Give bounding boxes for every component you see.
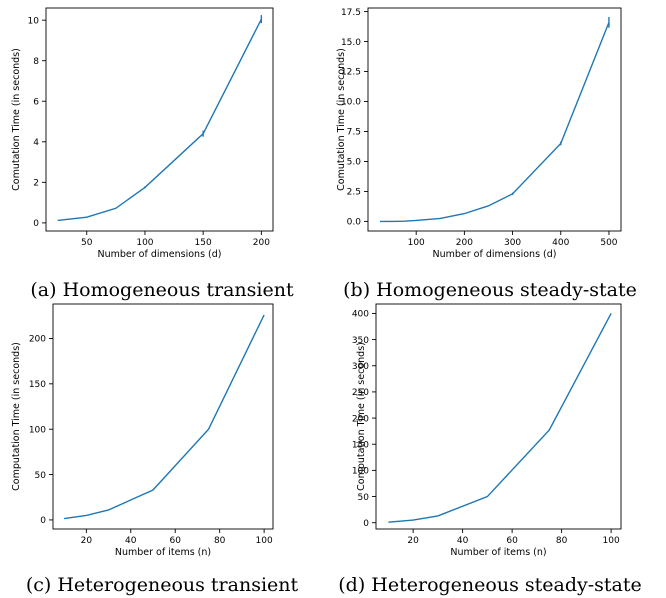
chart-2-ylabel: Computation Time (in seconds) (11, 342, 22, 491)
chart-1-ytick-label: 10.0 (341, 98, 361, 108)
chart-3-xtick-label: 20 (407, 536, 419, 546)
chart-d: 20 40 60 80 100 0 50 100 150 200 250 300 350 400 Numbe… (352, 303, 622, 558)
chart-0-ytick-label: 10 (28, 16, 40, 26)
chart-0-ytick-label: 6 (33, 97, 39, 107)
chart-3-ytick-label: 200 (352, 414, 369, 424)
chart-1-series-line (380, 22, 610, 223)
chart-2-xtick-label: 80 (214, 536, 226, 546)
chart-3-ytick-label: 250 (352, 388, 369, 398)
caption-a: (a) Homogeneous transient (30, 279, 294, 301)
chart-3-ytick-label: 400 (352, 310, 369, 320)
chart-3-xlabel: Number of items (n) (450, 547, 546, 558)
chart-0-series-line (57, 18, 262, 222)
chart-1-xtick-label: 200 (456, 238, 473, 248)
chart-0-xtick-label: 150 (195, 238, 212, 248)
chart-0-ylabel: Comutation Time (in seconds) (11, 48, 22, 191)
chart-1-xlabel: Number of dimensions (d) (433, 249, 557, 260)
chart-3-ytick-label: 50 (358, 493, 370, 503)
chart-1-ytick-label: 17.5 (341, 8, 361, 18)
chart-3-xtick-label: 100 (603, 536, 620, 546)
chart-0-ytick-label: 4 (33, 138, 39, 148)
chart-1-xtick-label: 100 (408, 238, 425, 248)
chart-1-ylabel: Comutation Time (in seconds) (336, 48, 347, 191)
chart-0-xtick-label: 100 (136, 238, 153, 248)
chart-1-ytick-label: 2.5 (347, 188, 361, 198)
chart-0-xtick-label: 50 (81, 238, 93, 248)
chart-3-ytick-label: 300 (352, 362, 369, 372)
chart-3-ytick-label: 150 (352, 440, 369, 450)
chart-3-series-line (388, 313, 612, 523)
chart-1-xtick-label: 300 (504, 238, 521, 248)
chart-3-ylabel: Computation Time (in seconds) (356, 342, 367, 491)
chart-0-ytick-label: 0 (33, 219, 39, 229)
chart-3-frame (375, 303, 622, 530)
chart-3-ytick-label: 100 (352, 467, 369, 477)
caption-d: (d) Heterogeneous steady-state (338, 574, 641, 596)
chart-1-ytick-label: 7.5 (347, 128, 361, 138)
chart-2-ytick-label: 0 (40, 516, 46, 526)
chart-2-xtick-label: 100 (256, 536, 273, 546)
chart-1-xtick-label: 500 (600, 238, 617, 248)
chart-1-ytick-label: 12.5 (341, 68, 361, 78)
chart-3-xtick-label: 80 (556, 536, 568, 546)
chart-0-frame (45, 7, 274, 232)
chart-1-ytick-label: 0.0 (347, 218, 362, 228)
chart-3-ytick-label: 350 (352, 336, 369, 346)
chart-1-ytick-label: 15.0 (341, 38, 361, 48)
chart-1-ytick-label: 5.0 (347, 158, 362, 168)
panel-b: 100 200 300 400 500 0.0 2.5 5.0 7.5 10.0 12.5 15.0 1… (336, 7, 637, 301)
chart-2-ytick-label: 50 (35, 471, 47, 481)
chart-2-xtick-label: 40 (125, 536, 137, 546)
panel-d: 20 40 60 80 100 0 50 100 150 200 250 300 350 400 Numbe… (338, 303, 642, 596)
chart-0-xtick-label: 200 (253, 238, 270, 248)
chart-2-series-line (64, 314, 265, 520)
chart-a: 50 100 150 200 0 2 4 6 8 10 Number of dimensions (… (11, 7, 274, 260)
chart-1-frame (367, 7, 622, 232)
chart-3-xtick-label: 40 (457, 536, 469, 546)
caption-c: (c) Heterogeneous transient (26, 574, 299, 596)
chart-2-ytick-label: 150 (29, 380, 46, 390)
chart-3-ytick-label: 0 (363, 519, 369, 529)
chart-b: 100 200 300 400 500 0.0 2.5 5.0 7.5 10.0 12.5 15.0 1… (336, 7, 622, 260)
caption-b: (b) Homogeneous steady-state (343, 279, 637, 301)
chart-2-frame (52, 303, 274, 530)
chart-0-ytick-label: 8 (33, 57, 39, 67)
chart-2-xtick-label: 20 (81, 536, 93, 546)
chart-0-xlabel: Number of dimensions (d) (98, 249, 222, 260)
panel-c: 20 40 60 80 100 0 50 100 150 200 Number of items (… (11, 303, 299, 596)
panel-a: 50 100 150 200 0 2 4 6 8 10 Number of dimensions (… (11, 7, 294, 301)
chart-2-ytick-label: 100 (29, 425, 46, 435)
chart-3-xtick-label: 60 (506, 536, 518, 546)
chart-1-xtick-label: 400 (552, 238, 569, 248)
chart-c: 20 40 60 80 100 0 50 100 150 200 Number of items (… (11, 303, 274, 558)
chart-2-xlabel: Number of items (n) (115, 547, 211, 558)
chart-2-xtick-label: 60 (169, 536, 181, 546)
chart-0-ytick-label: 2 (33, 179, 39, 189)
chart-2-ytick-label: 200 (29, 335, 46, 345)
